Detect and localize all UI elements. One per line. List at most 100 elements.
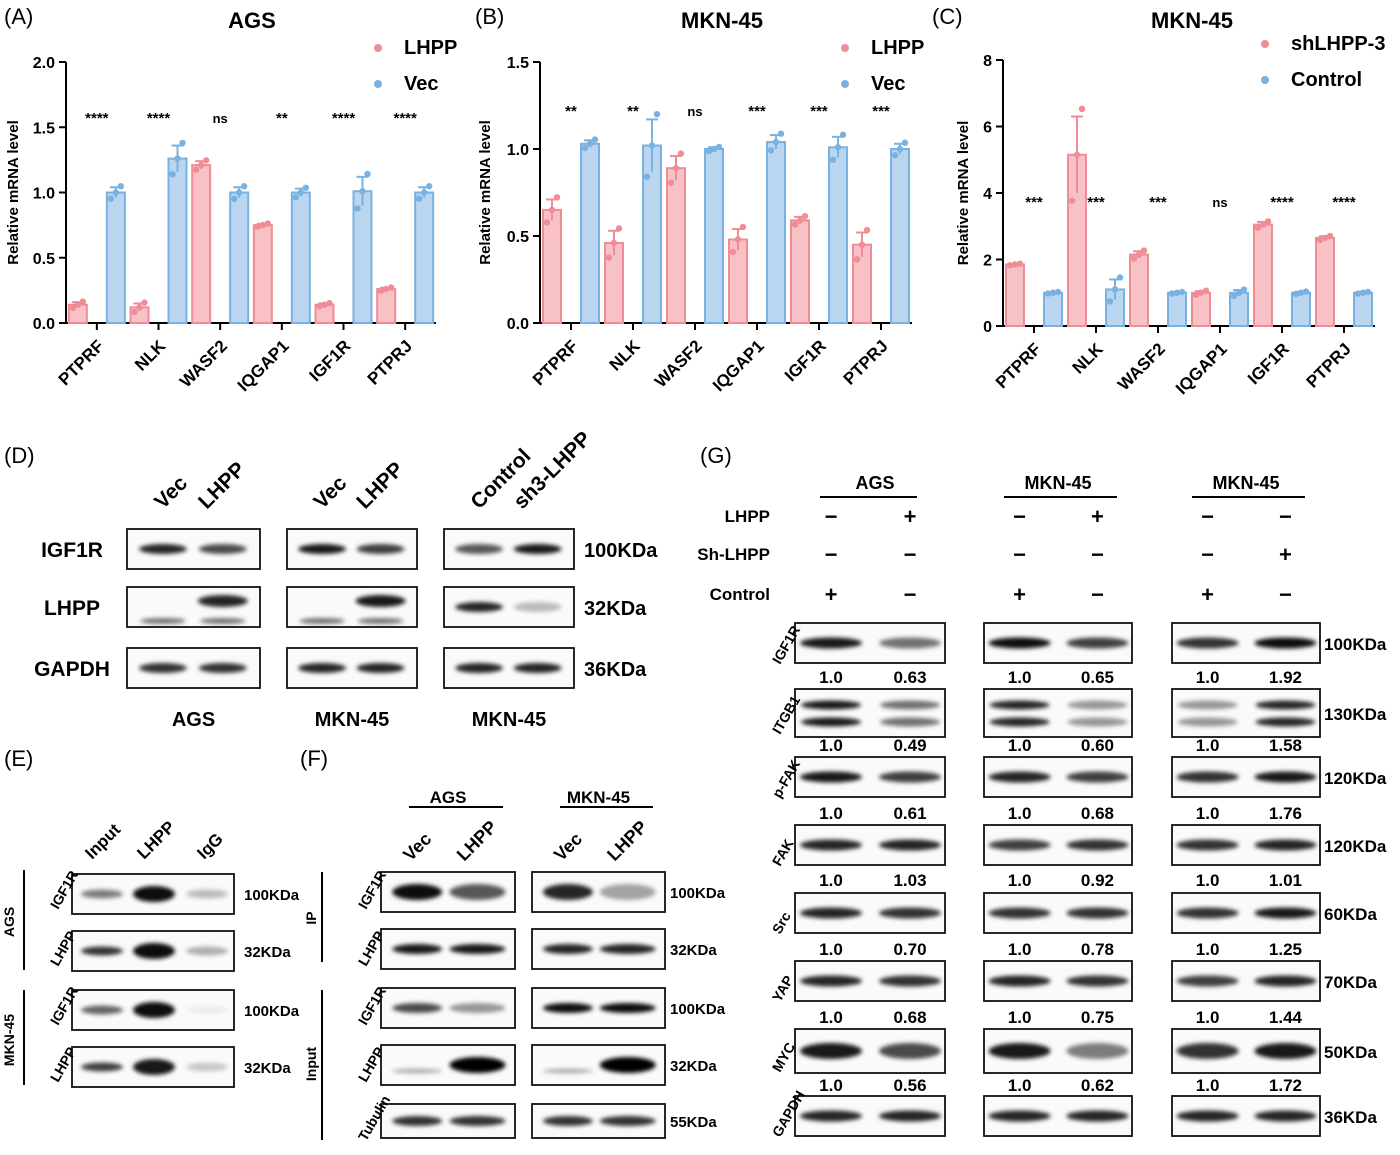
chart-c-bar xyxy=(1253,223,1273,327)
chart-c-data-point xyxy=(1111,286,1119,293)
chart-c-category-label: IQGAP1 xyxy=(1172,339,1231,398)
blot-g-sign: − xyxy=(904,582,917,607)
blot-e-kda-label: 32KDa xyxy=(244,944,291,961)
chart-b-data-point xyxy=(715,143,723,151)
blot-band xyxy=(133,943,175,959)
chart-b-y-tick-label: 0.5 xyxy=(507,229,529,246)
blot-g-sign: − xyxy=(825,542,838,567)
chart-a-data-point xyxy=(297,189,305,196)
blot-g-quant-value: 0.49 xyxy=(893,736,926,755)
blot-band xyxy=(879,839,941,851)
chart-c-data-point xyxy=(1240,286,1248,293)
chart-c-significance: *** xyxy=(1087,194,1105,211)
chart-a-y-tick-label: 2.0 xyxy=(33,55,55,72)
chart-a-significance: **** xyxy=(147,110,171,127)
chart-b-data-point xyxy=(605,254,613,261)
panel-letter-d: (D) xyxy=(4,443,35,468)
blot-band xyxy=(449,1003,506,1013)
chart-a-y-tick-label: 0.5 xyxy=(33,251,55,268)
chart-c-data-point xyxy=(1359,289,1367,296)
chart-a-legend-marker xyxy=(374,80,382,88)
blot-g-sign: + xyxy=(1013,582,1026,607)
blot-g-quant-value: 1.0 xyxy=(1196,1008,1220,1027)
chart-a-legend-label: Vec xyxy=(404,73,438,95)
blot-band xyxy=(1066,1110,1129,1122)
blot-band xyxy=(356,663,405,673)
chart-b-data-point xyxy=(677,150,685,157)
blot-band xyxy=(988,1110,1051,1122)
chart-c-data-point xyxy=(1264,218,1272,225)
chart-c-bar xyxy=(1191,291,1211,327)
blot-g-kda-label: 60KDa xyxy=(1324,905,1377,924)
blot-g-kda-label: 100KDa xyxy=(1324,635,1387,654)
chart-b-data-point xyxy=(772,138,780,146)
chart-b-data-point xyxy=(591,136,599,143)
chart-c-legend-label: Control xyxy=(1291,69,1362,91)
chart-c-legend-marker xyxy=(1261,40,1269,48)
chart-b-data-point xyxy=(858,241,866,248)
blot-d-caption: MKN-45 xyxy=(315,709,389,731)
chart-c-data-point xyxy=(1178,288,1186,296)
blot-e-lane-label: LHPP xyxy=(133,817,178,862)
chart-b-y-tick-label: 1.0 xyxy=(507,142,529,159)
chart-c-data-point xyxy=(1006,262,1014,269)
blot-g-quant-value: 0.61 xyxy=(893,804,926,823)
chart-b-data-point xyxy=(667,179,675,186)
blot-f-group-label: AGS xyxy=(430,788,467,807)
chart-b-bar xyxy=(580,142,600,324)
blot-band xyxy=(455,663,504,673)
blot-g-quant-value: 1.0 xyxy=(819,668,843,687)
blot-band xyxy=(357,618,404,624)
chart-a-y-tick-label: 1.0 xyxy=(33,186,55,203)
blot-band xyxy=(800,907,862,919)
blot-g-membrane xyxy=(983,688,1133,738)
chart-a-data-point xyxy=(179,139,186,147)
chart-a-data-point xyxy=(169,171,176,178)
blot-f-lane-label: Vec xyxy=(550,829,586,865)
chart-a-data-point xyxy=(425,183,433,190)
blot-g-kda-label: 120KDa xyxy=(1324,769,1387,788)
chart-a-bar xyxy=(290,191,311,324)
chart-b-category-label: WASF2 xyxy=(651,336,706,391)
chart-a-bar xyxy=(105,191,126,324)
blot-d-lane-label: LHPP xyxy=(352,458,408,514)
blot-band xyxy=(599,1057,656,1073)
blot-band xyxy=(879,975,941,987)
blot-g-quant-value: 1.0 xyxy=(1196,668,1220,687)
chart-b-significance: *** xyxy=(872,103,890,120)
chart-b-data-point xyxy=(767,147,775,154)
blot-band xyxy=(513,663,562,673)
chart-c-significance: **** xyxy=(1332,194,1356,211)
blot-band xyxy=(186,1062,228,1072)
chart-a-bar xyxy=(191,164,212,324)
chart-c-bar xyxy=(1315,236,1335,327)
chart-a-data-point xyxy=(112,189,120,196)
blot-band xyxy=(879,637,941,649)
chart-b-data-point xyxy=(829,156,837,163)
blot-band xyxy=(139,618,186,624)
chart-a-data-point xyxy=(292,193,300,201)
chart-b-data-point xyxy=(863,226,871,234)
chart-c-data-point xyxy=(1292,290,1300,298)
blot-g-row-label: Src xyxy=(769,909,794,937)
blot-band xyxy=(800,1110,862,1122)
chart-b-significance: ** xyxy=(627,103,639,120)
blot-g-quant-value: 1.0 xyxy=(1196,871,1220,890)
blot-band xyxy=(880,700,940,710)
blot-g-quant-value: 1.0 xyxy=(1008,1008,1032,1027)
blot-band xyxy=(1066,839,1129,851)
blot-band xyxy=(800,1043,862,1059)
chart-c-data-point xyxy=(1140,247,1148,254)
blot-f-lane-label: LHPP xyxy=(603,817,651,865)
chart-b-data-point xyxy=(853,256,861,263)
chart-c-data-point xyxy=(1254,224,1262,231)
chart-a-y-tick-label: 1.5 xyxy=(33,120,55,137)
blot-e-kda-label: 100KDa xyxy=(244,1003,300,1020)
blot-band xyxy=(599,884,656,900)
chart-c-data-point xyxy=(1297,289,1305,296)
chart-c-data-point xyxy=(1011,261,1019,268)
chart-c-data-point xyxy=(1116,274,1124,281)
blot-band xyxy=(1255,717,1316,727)
blot-band xyxy=(1176,1043,1239,1059)
chart-c-data-point xyxy=(1106,298,1114,305)
